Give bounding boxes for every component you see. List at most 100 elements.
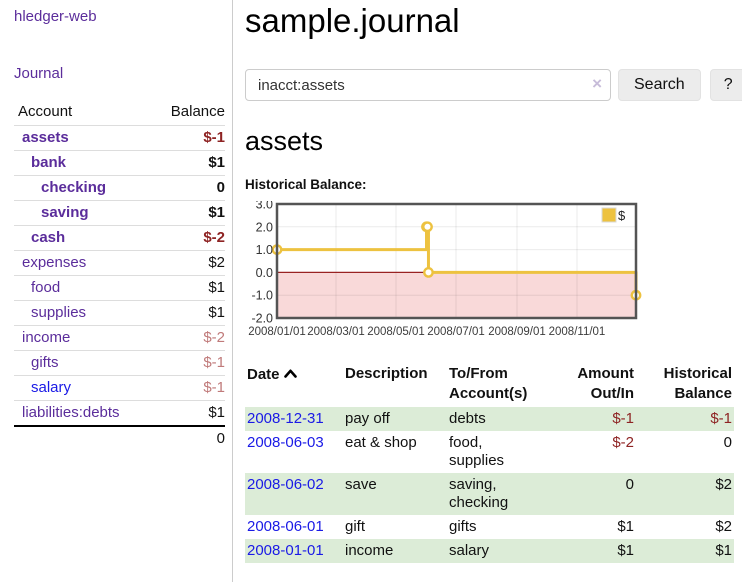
- historical-balance-chart: $3.02.01.00.0-1.0-2.02008/01/012008/03/0…: [245, 201, 742, 347]
- transaction-description: income: [343, 539, 447, 563]
- account-balance: $1: [150, 276, 225, 301]
- transaction-balance: $-1: [636, 407, 734, 431]
- account-link-salary[interactable]: salary: [31, 379, 71, 396]
- account-balance: $-1: [150, 126, 225, 151]
- x-tick-label: 2008/09/01: [488, 326, 546, 338]
- legend-label: $: [618, 208, 626, 223]
- register-header-date[interactable]: Date: [245, 362, 343, 407]
- account-row: income $-2: [14, 326, 225, 351]
- account-row: food $1: [14, 276, 225, 301]
- account-link-expenses[interactable]: expenses: [22, 254, 86, 271]
- account-row: assets $-1: [14, 126, 225, 151]
- legend-swatch: [602, 208, 616, 222]
- account-balance: $1: [150, 301, 225, 326]
- account-link-checking[interactable]: checking: [41, 179, 106, 196]
- account-row: checking0: [14, 176, 225, 201]
- accounts-total-row: 0: [14, 426, 225, 451]
- account-row: bank $1: [14, 151, 225, 176]
- transaction-balance: $1: [636, 539, 734, 563]
- x-tick-label: 2008/05/01: [367, 326, 425, 338]
- account-link-cash[interactable]: cash: [31, 229, 65, 246]
- account-link-food[interactable]: food: [31, 279, 60, 296]
- transaction-date-link[interactable]: 2008-06-01: [247, 518, 324, 535]
- sort-ascending-icon: [284, 364, 297, 384]
- chart-svg: $3.02.01.00.0-1.0-2.02008/01/012008/03/0…: [245, 201, 715, 343]
- transaction-accounts: food, supplies: [447, 431, 543, 473]
- y-tick-label: 3.0: [256, 201, 273, 212]
- account-row: liabilities:debts$1: [14, 401, 225, 427]
- accounts-header-account: Account: [14, 99, 150, 126]
- account-link-assets[interactable]: assets: [22, 129, 69, 146]
- transaction-accounts: salary: [447, 539, 543, 563]
- accounts-total-spacer: [14, 426, 150, 451]
- register-table: Date Description To/From Account(s) Amou…: [245, 362, 734, 563]
- register-row: 2008-06-03eat & shopfood, supplies$-20: [245, 431, 734, 473]
- register-header-amount: Amount Out/In: [543, 362, 636, 407]
- main-content: sample.journal × Search ? assets Histori…: [233, 0, 742, 582]
- sidebar: hledger-web Journal Account Balance asse…: [0, 0, 233, 582]
- register-row: 2008-06-02savesaving, checking0$2: [245, 473, 734, 515]
- search-input[interactable]: [245, 69, 611, 101]
- transaction-accounts: gifts: [447, 515, 543, 539]
- chart-title: Historical Balance:: [245, 177, 742, 192]
- account-row: gifts $-1: [14, 351, 225, 376]
- account-balance: $-2: [150, 326, 225, 351]
- register-header-balance: Historical Balance: [636, 362, 734, 407]
- app-brand-link[interactable]: hledger-web: [14, 8, 97, 25]
- account-heading: assets: [245, 126, 742, 157]
- transaction-amount: $-1: [543, 407, 636, 431]
- help-button[interactable]: ?: [710, 69, 742, 101]
- transaction-amount: $-2: [543, 431, 636, 473]
- account-row: supplies $1: [14, 301, 225, 326]
- data-point-marker: [423, 223, 431, 231]
- account-balance: $-1: [150, 376, 225, 401]
- transaction-balance: $2: [636, 515, 734, 539]
- data-point-marker: [424, 268, 432, 276]
- account-balance: $-1: [150, 351, 225, 376]
- x-tick-label: 2008/03/01: [307, 326, 365, 338]
- account-link-income[interactable]: income: [22, 329, 70, 346]
- account-row: expenses $2: [14, 251, 225, 276]
- account-link-bank[interactable]: bank: [31, 154, 66, 171]
- account-balance: $1: [150, 151, 225, 176]
- account-link-gifts[interactable]: gifts: [31, 354, 59, 371]
- search-button[interactable]: Search: [618, 69, 701, 101]
- account-row: salary $-1: [14, 376, 225, 401]
- transaction-description: eat & shop: [343, 431, 447, 473]
- transaction-description: save: [343, 473, 447, 515]
- y-tick-label: 2.0: [256, 220, 273, 234]
- y-tick-label: -1.0: [251, 289, 273, 303]
- y-tick-label: -2.0: [251, 312, 273, 326]
- search-row: × Search ?: [245, 69, 742, 101]
- transaction-date-link[interactable]: 2008-12-31: [247, 410, 324, 427]
- x-tick-label: 2008/07/01: [427, 326, 485, 338]
- register-header-accounts: To/From Account(s): [447, 362, 543, 407]
- register-header-description: Description: [343, 362, 447, 407]
- register-header-row: Date Description To/From Account(s) Amou…: [245, 362, 734, 407]
- nav-journal-link[interactable]: Journal: [14, 65, 63, 82]
- account-row: cash$-2: [14, 226, 225, 251]
- transaction-amount: $1: [543, 515, 636, 539]
- page-title: sample.journal: [245, 0, 742, 42]
- account-link-liabilities-debts[interactable]: liabilities:debts: [22, 404, 120, 421]
- x-tick-label: 2008/01/01: [248, 326, 306, 338]
- transaction-accounts: saving, checking: [447, 473, 543, 515]
- register-row: 2008-06-01giftgifts$1$2: [245, 515, 734, 539]
- transaction-date-link[interactable]: 2008-06-03: [247, 434, 324, 451]
- account-balance: $2: [150, 251, 225, 276]
- search-box: ×: [245, 69, 611, 101]
- account-link-supplies[interactable]: supplies: [31, 304, 86, 321]
- accounts-table: Account Balance assets$-1bank$1checking0…: [14, 99, 225, 451]
- transaction-date-link[interactable]: 2008-06-02: [247, 476, 324, 493]
- accounts-header-balance: Balance: [150, 99, 225, 126]
- register-row: 2008-01-01incomesalary$1$1: [245, 539, 734, 563]
- y-tick-label: 0.0: [256, 266, 273, 280]
- transaction-date-link[interactable]: 2008-01-01: [247, 542, 324, 559]
- transaction-amount: $1: [543, 539, 636, 563]
- account-link-saving[interactable]: saving: [41, 204, 89, 221]
- register-header-date-label: Date: [247, 366, 280, 383]
- transaction-description: pay off: [343, 407, 447, 431]
- x-tick-label: 2008/11/01: [549, 326, 606, 338]
- clear-search-icon[interactable]: ×: [592, 74, 602, 94]
- transaction-balance: $2: [636, 473, 734, 515]
